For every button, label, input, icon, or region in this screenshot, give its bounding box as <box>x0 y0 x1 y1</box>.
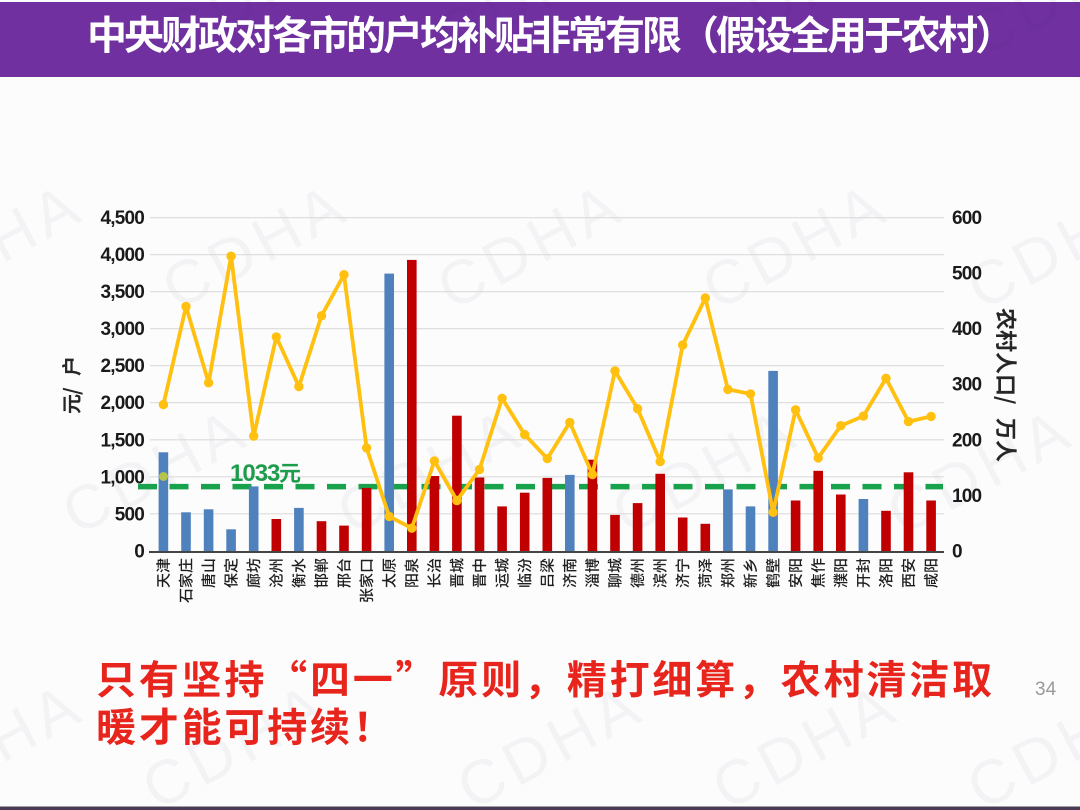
svg-text:1,500: 1,500 <box>100 430 144 451</box>
svg-text:0: 0 <box>952 541 962 562</box>
svg-text:500: 500 <box>115 504 145 525</box>
svg-text:3,500: 3,500 <box>100 282 144 303</box>
svg-text:600: 600 <box>952 208 982 229</box>
svg-text:4,500: 4,500 <box>100 208 144 229</box>
svg-text:3,000: 3,000 <box>100 319 144 340</box>
svg-text:500: 500 <box>952 264 982 285</box>
svg-text:0: 0 <box>134 541 144 562</box>
svg-text:34: 34 <box>1035 679 1057 700</box>
svg-text:300: 300 <box>952 375 982 396</box>
svg-text:2,500: 2,500 <box>100 356 144 377</box>
svg-text:400: 400 <box>952 319 982 340</box>
svg-text:1,000: 1,000 <box>100 467 144 488</box>
svg-text:100: 100 <box>952 486 982 507</box>
svg-text:4,000: 4,000 <box>100 245 144 266</box>
svg-text:2,000: 2,000 <box>100 393 144 414</box>
svg-text:200: 200 <box>952 430 982 451</box>
svg-text:1033: 1033 <box>230 460 280 487</box>
